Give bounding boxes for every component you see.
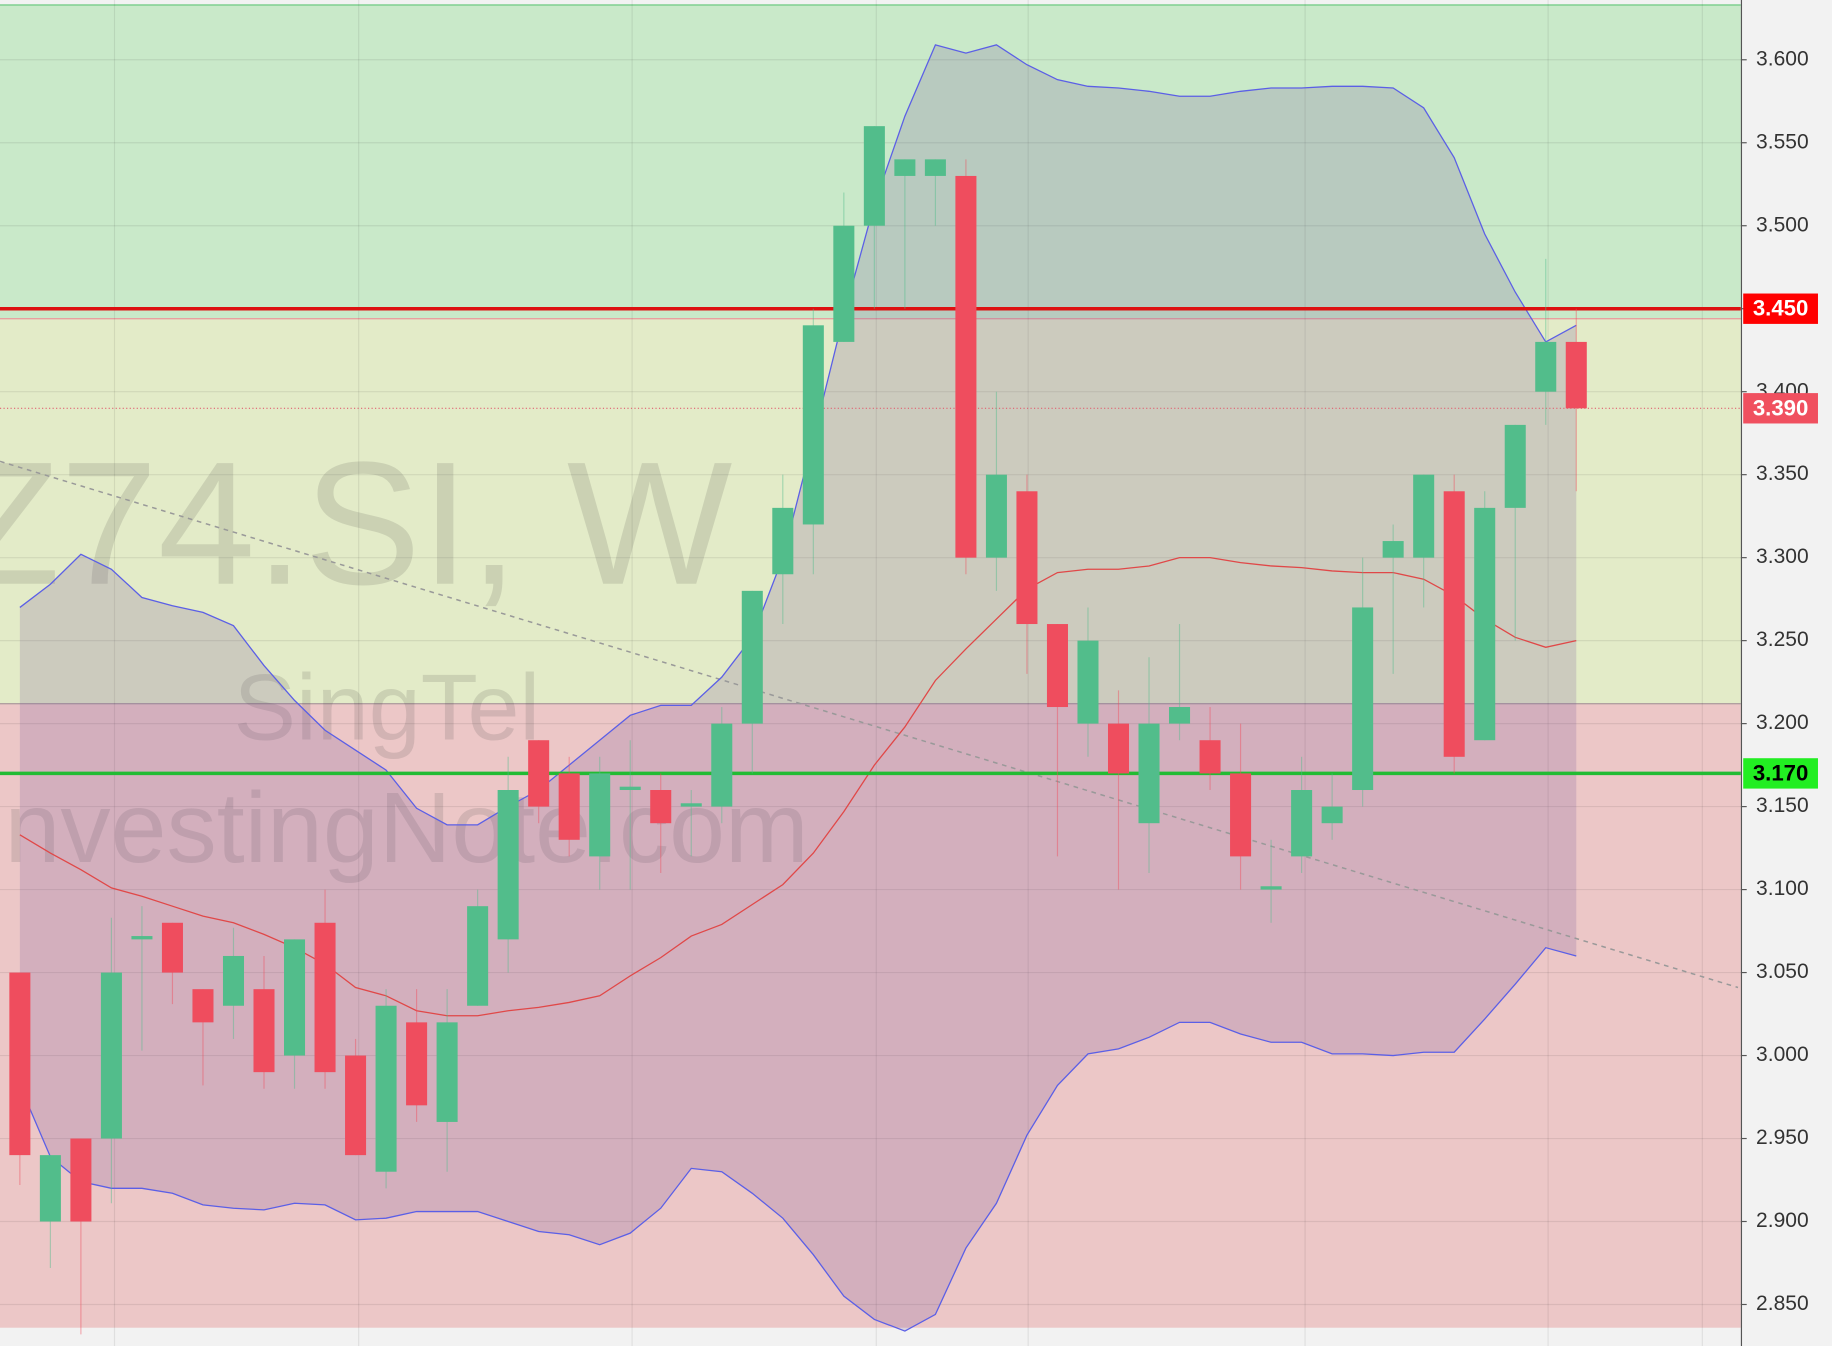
- candle-body: [1504, 424, 1526, 508]
- candle-body: [406, 1022, 428, 1106]
- candle-body: [161, 922, 183, 973]
- level-label: 3.170: [1753, 760, 1809, 785]
- candle-body: [711, 723, 733, 807]
- candle-body: [772, 507, 794, 575]
- band-line: [19, 946, 1577, 1332]
- watermark-site: InvestingNote.com: [0, 772, 809, 884]
- y-tick-label: 2.900: [1756, 1209, 1809, 1232]
- candle-body: [680, 803, 702, 807]
- candle-body: [1046, 624, 1068, 708]
- y-tick-label: 2.950: [1756, 1126, 1809, 1149]
- axis-panel: [1740, 0, 1832, 1346]
- candle-body: [1016, 491, 1038, 625]
- candle-body: [650, 790, 672, 824]
- candle-body: [863, 126, 885, 226]
- candle-body: [589, 773, 611, 857]
- y-tick-label: 3.000: [1756, 1043, 1809, 1066]
- candle-body: [70, 1138, 92, 1222]
- y-tick-label: 3.300: [1756, 545, 1809, 568]
- candle-body: [222, 955, 245, 1006]
- y-tick-label: 3.150: [1756, 794, 1809, 817]
- candle-body: [1291, 790, 1313, 857]
- grid: [0, 0, 1741, 1346]
- candle-body: [497, 790, 519, 940]
- candle-body: [1077, 640, 1099, 724]
- candle-body: [1230, 773, 1252, 857]
- candle-body: [1352, 607, 1374, 791]
- y-tick-label: 2.850: [1756, 1292, 1809, 1315]
- candle-body: [314, 922, 336, 1073]
- y-tick-label: 3.350: [1756, 462, 1809, 485]
- level-label-bg: [1743, 393, 1818, 424]
- y-tick-label: 3.500: [1756, 213, 1809, 236]
- y-axis: 2.850 2.900 2.950 3.000 3.050 3.100 3.150 3.200…: [1740, 47, 1818, 1315]
- candle-body: [39, 1155, 61, 1222]
- candle-body: [1138, 723, 1160, 824]
- candle-body: [833, 225, 855, 342]
- candle-body: [924, 159, 946, 176]
- y-tick-label: 3.600: [1756, 47, 1809, 70]
- candle-body: [802, 325, 824, 525]
- candle-body: [253, 989, 275, 1073]
- candle-body: [192, 989, 214, 1023]
- candle-body: [955, 175, 977, 558]
- level-label-bg: [1743, 758, 1818, 789]
- y-tick-label: 3.250: [1756, 628, 1809, 651]
- candle-body: [1413, 474, 1435, 558]
- candle-body: [1321, 806, 1343, 824]
- candle-body: [345, 1055, 367, 1156]
- level-label-bg: [1743, 293, 1818, 324]
- y-tick-label: 3.050: [1756, 960, 1809, 983]
- band-line: [19, 44, 1577, 826]
- candle-body: [985, 474, 1007, 558]
- candle-body: [1443, 491, 1465, 757]
- band-fill: [19, 44, 1577, 1332]
- candle-body: [131, 936, 153, 940]
- band-line: [19, 557, 1577, 1017]
- candle-body: [467, 906, 489, 1006]
- trendline: [0, 460, 1739, 989]
- candle-body: [1107, 723, 1130, 774]
- candle-body: [1565, 341, 1587, 409]
- level-label: 3.390: [1753, 395, 1809, 420]
- level-label: 3.450: [1753, 296, 1809, 321]
- watermark-name: SingTel: [234, 655, 541, 760]
- candle-body: [436, 1022, 458, 1122]
- y-tick-label: 3.200: [1756, 711, 1809, 734]
- candle-body: [558, 773, 580, 840]
- candle-body: [741, 590, 763, 724]
- y-tick-label: 3.550: [1756, 130, 1809, 153]
- candle-body: [1382, 541, 1404, 558]
- watermark-symbol: Z74.SI, W: [0, 426, 732, 622]
- candle-body: [894, 159, 916, 176]
- candle-body: [9, 972, 31, 1156]
- candle-body: [619, 786, 641, 791]
- candle-body: [1199, 740, 1221, 774]
- candle-body: [1535, 341, 1557, 392]
- plot: [0, 44, 1741, 1335]
- candle-body: [100, 972, 122, 1139]
- candle-body: [1260, 886, 1282, 890]
- candle-body: [284, 939, 306, 1056]
- candle-body: [375, 1005, 397, 1172]
- candle-body: [1169, 707, 1191, 724]
- y-tick-label: 3.100: [1756, 877, 1809, 900]
- candle-body: [528, 740, 550, 807]
- watermark: Z74.SI, W SingTel InvestingNote.com: [0, 426, 809, 884]
- candle-body: [1474, 507, 1496, 741]
